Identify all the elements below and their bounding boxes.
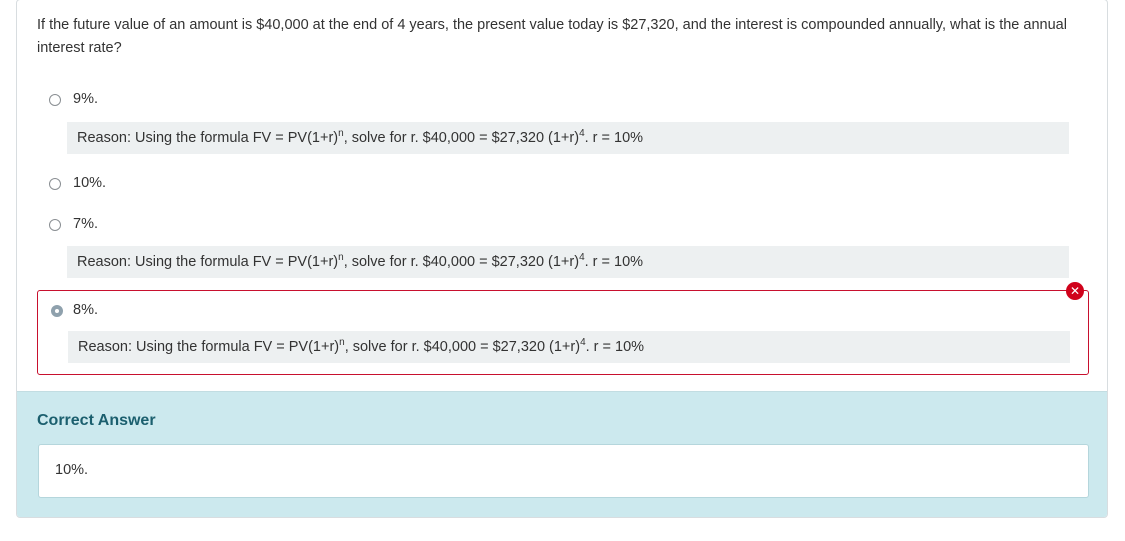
- option-8-percent-selected[interactable]: 8%. Reason: Using the formula FV = PV(1+…: [37, 290, 1089, 375]
- question-text: If the future value of an amount is $40,…: [37, 17, 1067, 56]
- reason-text: . r = 10%: [584, 254, 644, 270]
- radio-button[interactable]: [49, 94, 61, 106]
- radio-button[interactable]: [49, 178, 61, 190]
- option-row[interactable]: 10%.: [37, 173, 1089, 197]
- option-row[interactable]: 9%.: [37, 89, 1089, 113]
- reason-exponent: 4: [580, 337, 586, 349]
- option-9-percent[interactable]: 9%. Reason: Using the formula FV = PV(1+…: [37, 89, 1089, 159]
- option-label: 7%.: [73, 216, 98, 232]
- reason-text: Reason: Using the formula FV = PV(1+r): [78, 339, 340, 355]
- option-reason: Reason: Using the formula FV = PV(1+r)n,…: [67, 246, 1069, 278]
- radio-button[interactable]: [49, 219, 61, 231]
- reason-text: , solve for r. $40,000 = $27,320 (1+r): [344, 339, 581, 355]
- reason-text: . r = 10%: [584, 130, 644, 146]
- reason-text: Reason: Using the formula FV = PV(1+r): [77, 130, 339, 146]
- reason-exponent: n: [339, 337, 345, 349]
- reason-exponent: 4: [579, 252, 585, 264]
- question-card: If the future value of an amount is $40,…: [16, 0, 1108, 518]
- radio-button-selected[interactable]: [51, 305, 63, 317]
- correct-answer-box: 10%.: [38, 444, 1089, 498]
- reason-text: , solve for r. $40,000 = $27,320 (1+r): [343, 130, 580, 146]
- option-label: 8%.: [73, 302, 98, 318]
- correct-answer-title: Correct Answer: [37, 412, 156, 429]
- option-row[interactable]: 8%.: [38, 300, 1088, 324]
- correct-answer-panel: Correct Answer 10%.: [17, 391, 1107, 517]
- close-icon: ✕: [1066, 282, 1084, 300]
- option-label: 9%.: [73, 91, 98, 107]
- option-7-percent[interactable]: 7%. Reason: Using the formula FV = PV(1+…: [37, 214, 1089, 284]
- option-10-percent[interactable]: 10%.: [37, 173, 1089, 201]
- option-row[interactable]: 7%.: [37, 214, 1089, 238]
- option-reason: Reason: Using the formula FV = PV(1+r)n,…: [67, 122, 1069, 154]
- option-reason: Reason: Using the formula FV = PV(1+r)n,…: [68, 331, 1070, 363]
- reason-text: , solve for r. $40,000 = $27,320 (1+r): [343, 254, 580, 270]
- reason-exponent: 4: [579, 128, 585, 140]
- reason-text: . r = 10%: [585, 339, 645, 355]
- correct-answer-value: 10%.: [55, 462, 89, 478]
- reason-exponent: n: [338, 128, 344, 140]
- option-label: 10%.: [73, 175, 107, 191]
- reason-text: Reason: Using the formula FV = PV(1+r): [77, 254, 339, 270]
- reason-exponent: n: [338, 252, 344, 264]
